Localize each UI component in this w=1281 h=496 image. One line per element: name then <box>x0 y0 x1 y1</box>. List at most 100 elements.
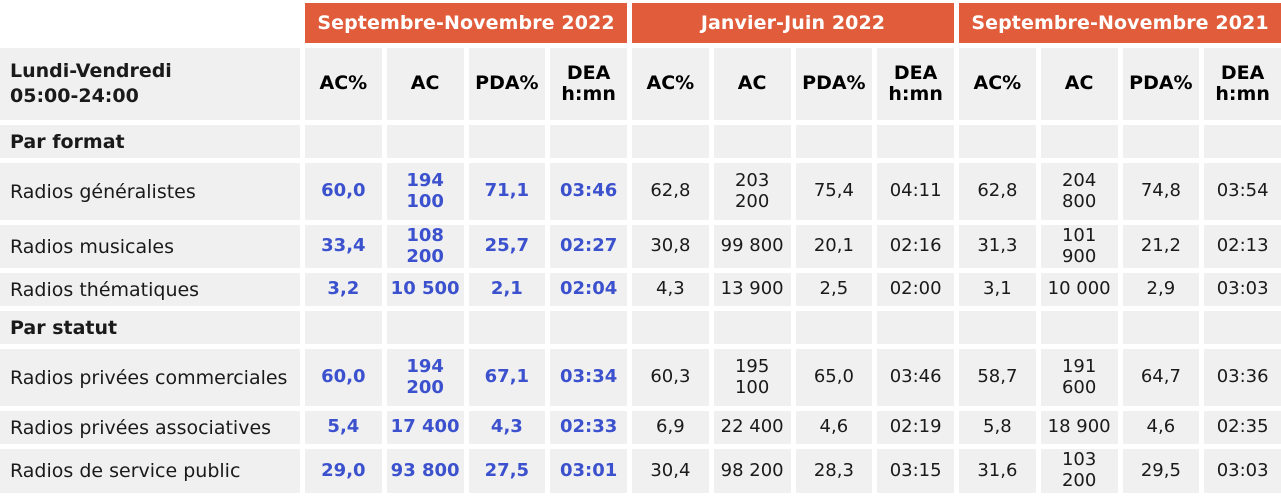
section-spacer-cell <box>468 125 546 158</box>
value-cell: 194 200 <box>386 349 464 406</box>
period-header-janv-juin-2022: Janvier-Juin 2022 <box>632 3 954 43</box>
value-cell: 03:34 <box>550 349 627 406</box>
section-title: Par format <box>0 125 300 158</box>
value-cell: 02:16 <box>877 225 954 268</box>
value-cell: 195 100 <box>713 349 791 406</box>
section-spacer-cell <box>305 311 382 344</box>
value-cell: 203 200 <box>713 163 791 220</box>
section-spacer-cell <box>1122 311 1200 344</box>
value-cell: 02:27 <box>550 225 627 268</box>
value-cell: 22 400 <box>713 411 791 444</box>
value-cell: 5,4 <box>305 411 382 444</box>
row-label: Radios généralistes <box>0 163 300 220</box>
row-label: Radios privées associatives <box>0 411 300 444</box>
section-spacer-cell <box>795 125 873 158</box>
value-cell: 13 900 <box>713 273 791 306</box>
section-spacer-cell <box>386 125 464 158</box>
value-cell: 02:33 <box>550 411 627 444</box>
section-spacer-cell <box>713 311 791 344</box>
value-cell: 60,3 <box>632 349 709 406</box>
value-cell: 03:54 <box>1204 163 1281 220</box>
value-cell: 191 600 <box>1040 349 1118 406</box>
value-cell: 03:03 <box>1204 273 1281 306</box>
row-axis-label-line2: 05:00-24:00 <box>10 85 139 107</box>
metric-header-ac: AC <box>386 48 464 120</box>
value-cell: 03:36 <box>1204 349 1281 406</box>
section-spacer-cell <box>632 311 709 344</box>
value-cell: 2,5 <box>795 273 873 306</box>
section-spacer-cell <box>877 311 954 344</box>
value-cell: 02:04 <box>550 273 627 306</box>
section-spacer-cell <box>386 311 464 344</box>
value-cell: 74,8 <box>1122 163 1200 220</box>
section-spacer-cell <box>959 311 1036 344</box>
section-spacer-cell <box>1040 125 1118 158</box>
value-cell: 02:00 <box>877 273 954 306</box>
metric-header-acpct: AC% <box>305 48 382 120</box>
value-cell: 6,9 <box>632 411 709 444</box>
section-spacer-cell <box>550 125 627 158</box>
value-cell: 2,1 <box>468 273 546 306</box>
value-cell: 30,4 <box>632 449 709 493</box>
value-cell: 03:03 <box>1204 449 1281 493</box>
row-label: Radios musicales <box>0 225 300 268</box>
section-spacer-cell <box>305 125 382 158</box>
value-cell: 02:19 <box>877 411 954 444</box>
metric-header-dea: DEA h:mn <box>877 48 954 120</box>
table-corner-spacer <box>0 3 300 43</box>
value-cell: 02:35 <box>1204 411 1281 444</box>
metric-header-dea: DEA h:mn <box>550 48 627 120</box>
value-cell: 30,8 <box>632 225 709 268</box>
value-cell: 194 100 <box>386 163 464 220</box>
value-cell: 93 800 <box>386 449 464 493</box>
value-cell: 03:15 <box>877 449 954 493</box>
value-cell: 03:01 <box>550 449 627 493</box>
value-cell: 99 800 <box>713 225 791 268</box>
value-cell: 10 000 <box>1040 273 1118 306</box>
value-cell: 25,7 <box>468 225 546 268</box>
value-cell: 58,7 <box>959 349 1036 406</box>
value-cell: 03:46 <box>550 163 627 220</box>
value-cell: 60,0 <box>305 163 382 220</box>
value-cell: 65,0 <box>795 349 873 406</box>
section-spacer-cell <box>1122 125 1200 158</box>
section-title: Par statut <box>0 311 300 344</box>
section-spacer-cell <box>1204 311 1281 344</box>
metric-header-pda: PDA% <box>468 48 546 120</box>
metric-header-acpct: AC% <box>632 48 709 120</box>
row-label: Radios de service public <box>0 449 300 493</box>
value-cell: 17 400 <box>386 411 464 444</box>
row-label: Radios thématiques <box>0 273 300 306</box>
period-header-sept-nov-2022: Septembre-Novembre 2022 <box>305 3 627 43</box>
value-cell: 75,4 <box>795 163 873 220</box>
metric-header-ac: AC <box>713 48 791 120</box>
value-cell: 62,8 <box>632 163 709 220</box>
value-cell: 4,3 <box>468 411 546 444</box>
value-cell: 10 500 <box>386 273 464 306</box>
metric-header-dea: DEA h:mn <box>1204 48 1281 120</box>
row-axis-label-line1: Lundi-Vendredi <box>10 60 172 83</box>
value-cell: 31,6 <box>959 449 1036 493</box>
section-spacer-cell <box>1040 311 1118 344</box>
section-spacer-cell <box>959 125 1036 158</box>
section-spacer-cell <box>550 311 627 344</box>
value-cell: 62,8 <box>959 163 1036 220</box>
value-cell: 29,0 <box>305 449 382 493</box>
value-cell: 27,5 <box>468 449 546 493</box>
value-cell: 4,6 <box>1122 411 1200 444</box>
metric-header-pda: PDA% <box>1122 48 1200 120</box>
value-cell: 67,1 <box>468 349 546 406</box>
section-spacer-cell <box>632 125 709 158</box>
value-cell: 60,0 <box>305 349 382 406</box>
value-cell: 2,9 <box>1122 273 1200 306</box>
value-cell: 28,3 <box>795 449 873 493</box>
value-cell: 21,2 <box>1122 225 1200 268</box>
section-spacer-cell <box>468 311 546 344</box>
value-cell: 103 200 <box>1040 449 1118 493</box>
value-cell: 3,2 <box>305 273 382 306</box>
value-cell: 31,3 <box>959 225 1036 268</box>
row-label: Radios privées commerciales <box>0 349 300 406</box>
metric-header-acpct: AC% <box>959 48 1036 120</box>
